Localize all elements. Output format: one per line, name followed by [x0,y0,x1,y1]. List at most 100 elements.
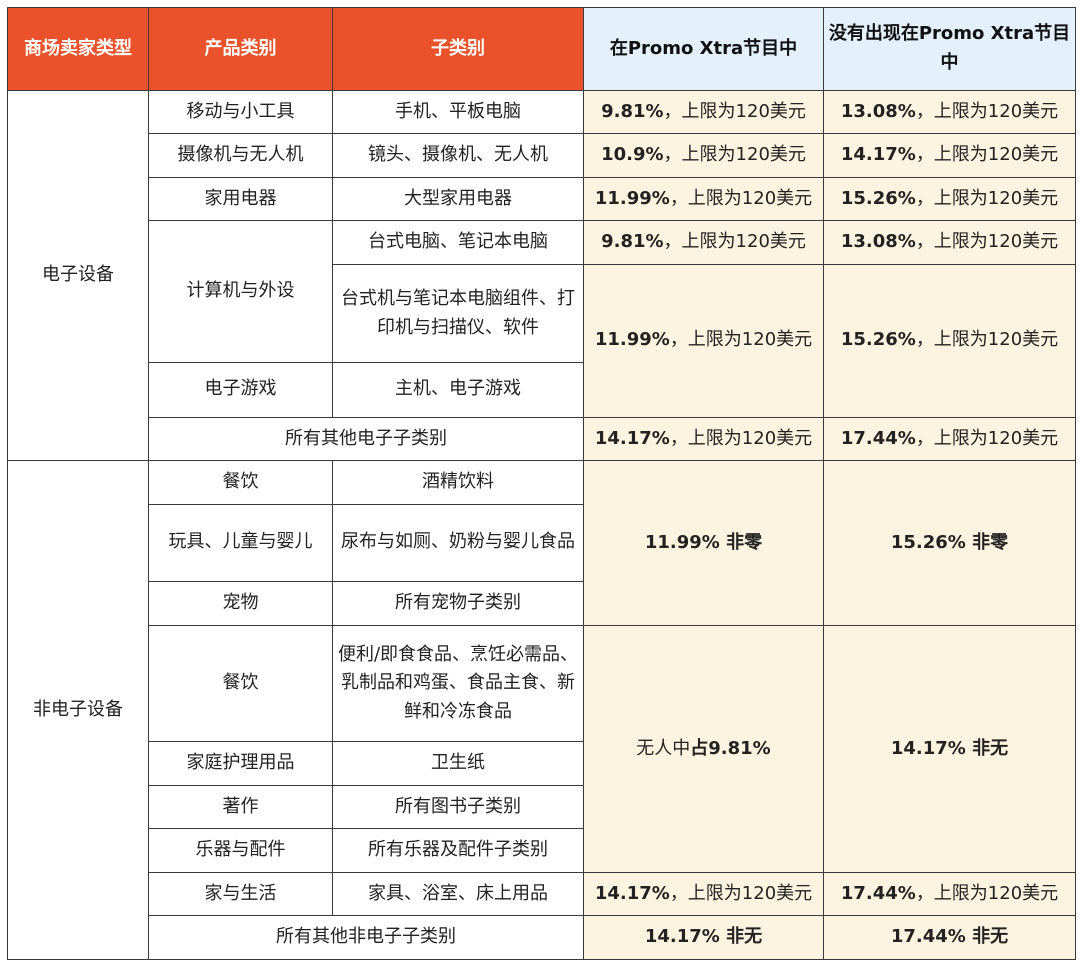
subcategory-cell: 大型家用电器 [332,176,584,222]
header-not-in-promo: 没有出现在Promo Xtra节目中 [823,7,1076,91]
seller-type-non-electronics: 非电子设备 [7,460,149,960]
fee-in-promo: 10.9%，上限为120美元 [583,133,824,178]
subcategory-cell: 家具、浴室、床上用品 [332,871,584,917]
fee-cap: ，上限为120美元 [663,100,806,122]
fee-not-in-promo: 17.44%，上限为120美元 [823,871,1076,917]
header-in-promo: 在Promo Xtra节目中 [583,7,824,91]
table-row: 所有其他电子子类别 14.17%，上限为120美元 17.44%，上限为120美… [8,416,1076,462]
table-row: 家用电器 大型家用电器 11.99%，上限为120美元 15.26%，上限为12… [8,176,1076,222]
fee-percent: 13.08% [840,100,916,122]
fee-percent: 占9.81% [690,737,771,759]
other-non-electronics-label: 所有其他非电子子类别 [148,915,584,960]
category-cell: 计算机与外设 [148,220,333,364]
commission-table: 商场卖家类型 产品类别 子类别 在Promo Xtra节目中 没有出现在Prom… [7,7,1076,960]
subcategory-cell: 主机、电子游戏 [332,362,584,418]
fee-not-in-promo: 17.44% 非无 [823,915,1076,960]
subcategory-cell: 台式电脑、笔记本电脑 [332,220,584,265]
fee-in-promo: 14.17% 非无 [583,915,824,960]
category-cell: 餐饮 [148,460,333,505]
fee-not-in-promo: 14.17%，上限为120美元 [823,133,1076,178]
subcategory-cell: 台式机与笔记本电脑组件、打印机与扫描仪、软件 [332,263,584,364]
fee-in-promo: 11.99%，上限为120美元 [583,263,824,418]
fee-in-promo: 11.99% 非零 [583,460,824,627]
header-seller-type: 商场卖家类型 [7,7,149,91]
table-row: 餐饮 便利/即食食品、烹饪必需品、乳制品和鸡蛋、食品主食、新鲜和冷冻食品 无人中… [8,625,1076,873]
table-row: 乐器与配件 所有乐器及配件子类别 [8,828,1076,873]
subcategory-cell: 酒精饮料 [332,460,584,505]
fee-percent: 11.99% [594,187,670,209]
category-cell: 家庭护理用品 [148,741,333,786]
fee-cap: ，上限为120美元 [915,100,1059,122]
subcategory-cell: 所有乐器及配件子类别 [332,828,584,873]
fee-cap: ，上限为120美元 [669,882,813,904]
fee-in-promo: 无人中占9.81% [583,625,824,873]
fee-percent: 11.99% [594,329,670,351]
header-subcategory: 子类别 [332,7,584,91]
subcategory-cell: 所有宠物子类别 [332,580,584,627]
fee-cap: ，上限为120美元 [915,329,1059,351]
fee-percent: 9.81% [601,100,664,122]
table-row: 计算机与外设 台式电脑、笔记本电脑 9.81%，上限为120美元 13.08%，… [8,220,1076,364]
fee-cap: ，上限为120美元 [669,187,813,209]
table-row: 电子设备 移动与小工具 手机、平板电脑 9.81%，上限为120美元 13.08… [7,89,1076,462]
header-row: 商场卖家类型 产品类别 子类别 在Promo Xtra节目中 没有出现在Prom… [7,7,1076,91]
fee-percent: 14.17% [594,882,670,904]
fee-cap: ，上限为120美元 [663,144,806,166]
fee-percent: 14.17% [594,427,670,449]
subcategory-cell: 手机、平板电脑 [332,89,584,135]
subcategory-cell: 便利/即食食品、烹饪必需品、乳制品和鸡蛋、食品主食、新鲜和冷冻食品 [332,625,584,743]
fee-cap: ，上限为120美元 [915,427,1059,449]
category-cell: 电子游戏 [148,362,333,418]
fee-in-promo: 11.99%，上限为120美元 [583,176,824,222]
fee-percent: 17.44% [840,427,916,449]
category-cell: 乐器与配件 [148,828,333,873]
category-cell: 家用电器 [148,176,333,222]
fee-cap: ，上限为120美元 [663,231,806,253]
fee-cap: ，上限为120美元 [915,882,1059,904]
fee-in-promo: 9.81%，上限为120美元 [583,89,824,135]
fee-percent: 13.08% [840,231,916,253]
other-electronics-label: 所有其他电子子类别 [148,416,584,462]
fee-cap: ，上限为120美元 [915,231,1059,253]
fee-not-in-promo: 15.26% 非零 [823,460,1076,627]
fee-in-promo: 9.81%，上限为120美元 [583,220,824,265]
fee-percent: 14.17% [840,144,916,166]
category-cell: 玩具、儿童与婴儿 [148,503,333,582]
table-row: 玩具、儿童与婴儿 尿布与如厕、奶粉与婴儿食品 [8,503,1076,582]
fee-percent: 10.9% [601,144,664,166]
table-row: 所有其他非电子子类别 14.17% 非无 17.44% 非无 [8,915,1076,960]
subcategory-cell: 所有图书子类别 [332,784,584,830]
fee-in-promo: 14.17%，上限为120美元 [583,871,824,917]
table-row: 家与生活 家具、浴室、床上用品 14.17%，上限为120美元 17.44%，上… [8,871,1076,917]
fee-cap: ，上限为120美元 [915,144,1059,166]
header-product-category: 产品类别 [148,7,333,91]
category-cell: 宠物 [148,580,333,627]
table-row: 宠物 所有宠物子类别 [8,580,1076,627]
table-row: 家庭护理用品 卫生纸 [8,741,1076,786]
table-row: 电子游戏 主机、电子游戏 [8,362,1076,418]
fee-not-in-promo: 13.08%，上限为120美元 [823,220,1076,265]
fee-cap: ，上限为120美元 [915,187,1059,209]
fee-percent: 9.81% [601,231,664,253]
fee-cap: ，上限为120美元 [669,329,813,351]
fee-not-in-promo: 13.08%，上限为120美元 [823,89,1076,135]
fee-percent: 15.26% [840,187,916,209]
fee-prefix: 无人中 [636,737,691,759]
table-row: 摄像机与无人机 镜头、摄像机、无人机 10.9%，上限为120美元 14.17%… [8,133,1076,178]
fee-cap: ，上限为120美元 [669,427,813,449]
category-cell: 摄像机与无人机 [148,133,333,178]
subcategory-cell: 尿布与如厕、奶粉与婴儿食品 [332,503,584,582]
fee-percent: 15.26% [840,329,916,351]
fee-not-in-promo: 17.44%，上限为120美元 [823,416,1076,462]
category-cell: 著作 [148,784,333,830]
table-row: 著作 所有图书子类别 [8,784,1076,830]
fee-not-in-promo: 15.26%，上限为120美元 [823,263,1076,418]
category-cell: 家与生活 [148,871,333,917]
category-cell: 移动与小工具 [148,89,333,135]
subcategory-cell: 镜头、摄像机、无人机 [332,133,584,178]
fee-not-in-promo: 14.17% 非无 [823,625,1076,873]
seller-type-electronics: 电子设备 [7,89,149,462]
category-cell: 餐饮 [148,625,333,743]
subcategory-cell: 卫生纸 [332,741,584,786]
fee-not-in-promo: 15.26%，上限为120美元 [823,176,1076,222]
